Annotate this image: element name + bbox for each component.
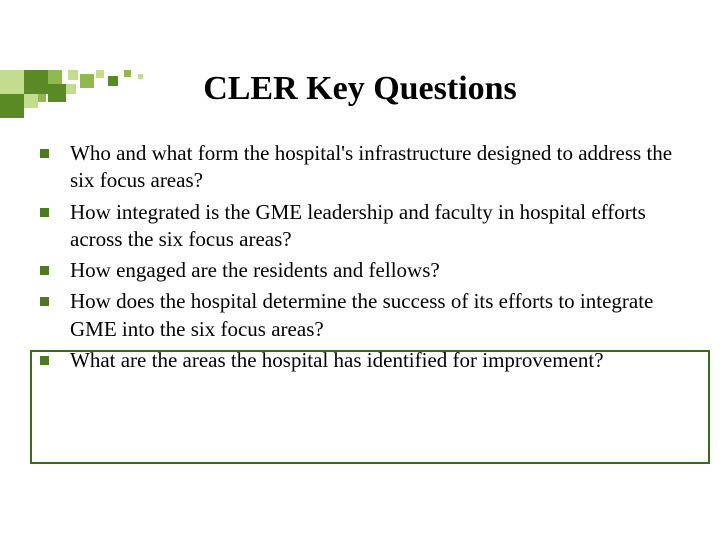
deco-square	[80, 74, 94, 88]
bullet-text: What are the areas the hospital has iden…	[70, 348, 604, 372]
deco-square	[138, 74, 143, 79]
bullet-list: Who and what form the hospital's infrast…	[40, 140, 696, 374]
deco-square	[24, 94, 38, 108]
bullet-text: How engaged are the residents and fellow…	[70, 258, 440, 282]
deco-square	[66, 84, 76, 94]
deco-square	[0, 94, 24, 118]
deco-square	[68, 70, 78, 80]
bullet-item: Who and what form the hospital's infrast…	[40, 140, 696, 195]
deco-square	[124, 70, 131, 77]
deco-square	[48, 84, 66, 102]
deco-square	[24, 70, 48, 94]
bullet-item: How integrated is the GME leadership and…	[40, 199, 696, 254]
deco-square	[48, 70, 62, 84]
decorative-squares	[0, 70, 200, 120]
deco-square	[108, 76, 118, 86]
deco-square	[38, 94, 46, 102]
bullet-item: How engaged are the residents and fellow…	[40, 257, 696, 284]
bullet-text: How does the hospital determine the succ…	[70, 289, 653, 340]
content-area: Who and what form the hospital's infrast…	[0, 140, 720, 374]
bullet-item: How does the hospital determine the succ…	[40, 288, 696, 343]
deco-square	[0, 70, 24, 94]
bullet-text: Who and what form the hospital's infrast…	[70, 141, 672, 192]
bullet-text: How integrated is the GME leadership and…	[70, 200, 646, 251]
deco-square	[96, 70, 104, 78]
bullet-item: What are the areas the hospital has iden…	[40, 347, 696, 374]
